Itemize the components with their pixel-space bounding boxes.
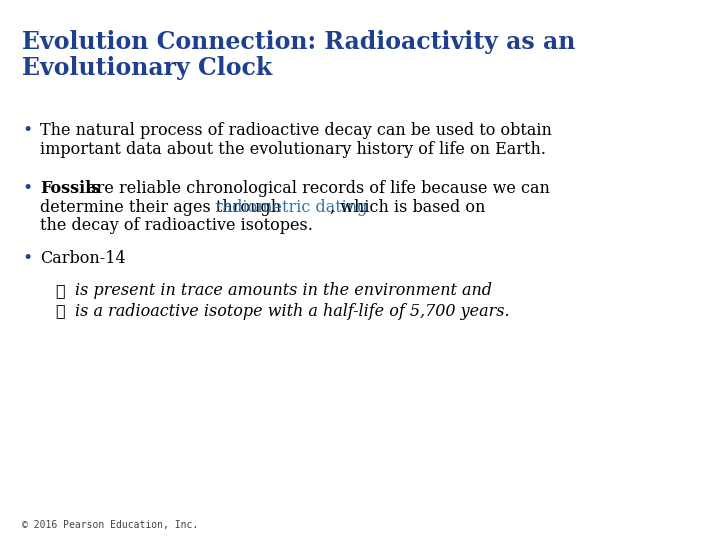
Text: Fossils: Fossils bbox=[40, 180, 100, 197]
Text: , which is based on: , which is based on bbox=[330, 199, 485, 215]
Text: radiometric dating: radiometric dating bbox=[215, 199, 367, 215]
Text: determine their ages through: determine their ages through bbox=[40, 199, 287, 215]
Text: •: • bbox=[22, 250, 32, 267]
Text: the decay of radioactive isotopes.: the decay of radioactive isotopes. bbox=[40, 217, 313, 234]
Text: The natural process of radioactive decay can be used to obtain: The natural process of radioactive decay… bbox=[40, 122, 552, 139]
Text: Carbon-14: Carbon-14 bbox=[40, 250, 125, 267]
Text: •: • bbox=[22, 122, 32, 139]
Text: ✓: ✓ bbox=[55, 302, 65, 320]
Text: is present in trace amounts in the environment and: is present in trace amounts in the envir… bbox=[75, 282, 492, 299]
Text: Evolution Connection: Radioactivity as an: Evolution Connection: Radioactivity as a… bbox=[22, 30, 575, 54]
Text: •: • bbox=[22, 180, 32, 197]
Text: © 2016 Pearson Education, Inc.: © 2016 Pearson Education, Inc. bbox=[22, 520, 198, 530]
Text: ✓: ✓ bbox=[55, 282, 65, 299]
Text: Evolutionary Clock: Evolutionary Clock bbox=[22, 56, 272, 80]
Text: are reliable chronological records of life because we can: are reliable chronological records of li… bbox=[82, 180, 550, 197]
Text: important data about the evolutionary history of life on Earth.: important data about the evolutionary hi… bbox=[40, 140, 546, 158]
Text: is a radioactive isotope with a half-life of 5,700 years.: is a radioactive isotope with a half-lif… bbox=[75, 302, 510, 320]
